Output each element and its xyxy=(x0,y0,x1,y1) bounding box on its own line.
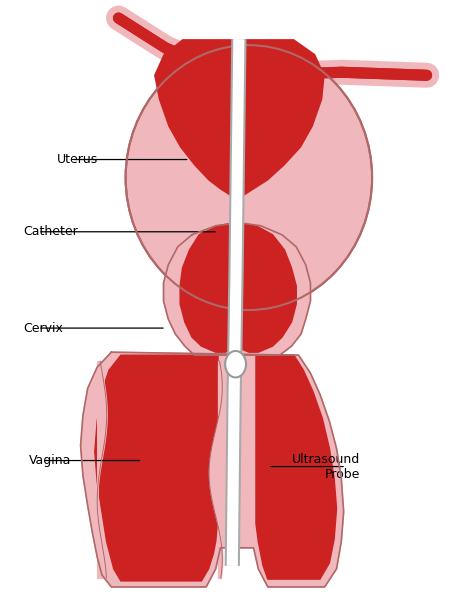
Text: Uterus: Uterus xyxy=(57,153,98,166)
Text: Cervix: Cervix xyxy=(24,321,64,335)
Polygon shape xyxy=(81,352,344,587)
Text: Catheter: Catheter xyxy=(24,225,79,238)
Polygon shape xyxy=(164,223,310,355)
Polygon shape xyxy=(239,224,296,352)
Ellipse shape xyxy=(126,45,372,310)
Circle shape xyxy=(225,351,246,377)
Polygon shape xyxy=(180,224,235,352)
Text: Ultrasound
Probe: Ultrasound Probe xyxy=(292,453,360,480)
Polygon shape xyxy=(256,355,337,579)
Polygon shape xyxy=(154,39,325,223)
Text: Vagina: Vagina xyxy=(28,454,71,467)
Polygon shape xyxy=(95,355,218,581)
